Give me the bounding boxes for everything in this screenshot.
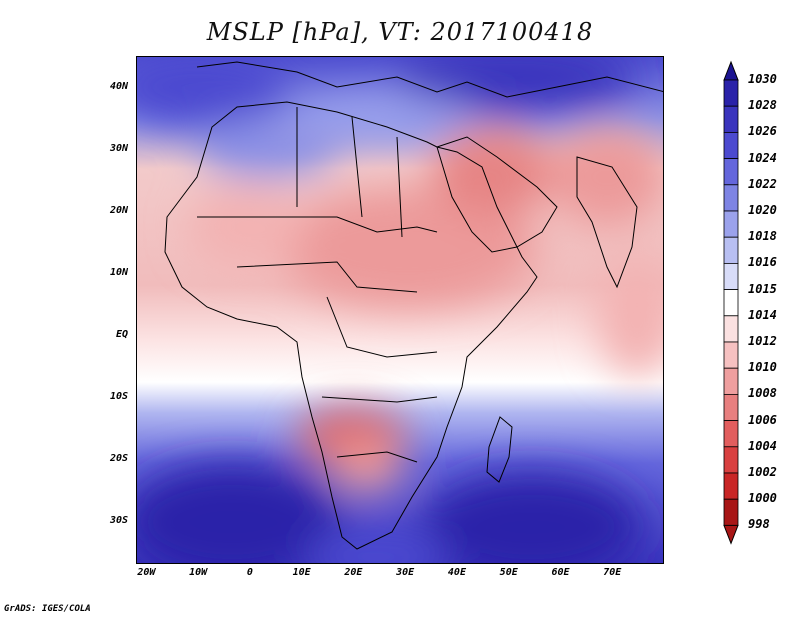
colorbar-segment — [723, 131, 739, 159]
lon-tick-label: 20W — [137, 567, 156, 578]
colorbar-level-label: 1006 — [748, 412, 777, 427]
lon-tick-label: 40E — [447, 567, 466, 578]
colorbar-segment — [723, 472, 739, 500]
colorbar-level-label: 1008 — [748, 386, 777, 401]
lat-tick-label: 10N — [109, 266, 128, 278]
colorbar-level-label: 1012 — [748, 334, 777, 348]
colorbar-segment — [723, 367, 739, 395]
pressure-field-map — [137, 57, 663, 563]
colorbar-segment — [723, 420, 739, 448]
colorbar-level-label: 1016 — [748, 255, 777, 270]
lat-tick-label: 10S — [109, 390, 128, 402]
colorbar-level-label: 1030 — [748, 72, 777, 86]
colorbar-level-label: 1018 — [748, 229, 777, 244]
colorbar-level-label: 1015 — [748, 281, 777, 296]
lat-tick-label: EQ — [115, 328, 128, 340]
colorbar-top-arrow — [723, 60, 739, 81]
colorbar-segment — [723, 446, 739, 474]
colorbar-level-label: 998 — [748, 517, 770, 532]
lon-tick-label: 10E — [292, 567, 311, 578]
lon-tick-label: 10W — [189, 567, 208, 578]
lon-tick-label: 50E — [499, 567, 518, 578]
colorbar-segment — [723, 341, 739, 369]
lat-tick-label: 40N — [109, 80, 128, 92]
colorbar-level-label: 1000 — [748, 491, 777, 506]
lon-tick-label: 20E — [344, 567, 363, 578]
colorbar-segment — [723, 289, 739, 317]
lon-tick-label: 60E — [551, 567, 570, 578]
colorbar-segment — [723, 262, 739, 290]
colorbar-level-label: 1022 — [748, 176, 777, 191]
colorbar-level-label: 1002 — [748, 465, 777, 479]
colorbar-level-label: 1028 — [748, 98, 777, 113]
chart-title: MSLP [hPa], VT: 2017100418 — [206, 18, 594, 46]
field-blobs — [137, 57, 663, 563]
colorbar-segment — [723, 79, 739, 107]
map-panel — [136, 56, 664, 564]
lat-tick-label: 30S — [109, 514, 128, 526]
colorbar-level-label: 1010 — [748, 360, 777, 375]
lat-tick-label: 20N — [109, 204, 128, 216]
colorbar-segment — [723, 393, 739, 421]
colorbar-segment — [723, 105, 739, 133]
colorbar-segment — [723, 498, 739, 526]
colorbar-segment — [723, 315, 739, 343]
colorbar-segment — [723, 236, 739, 264]
lat-tick-label: 20S — [109, 452, 128, 464]
colorbar-bottom-arrow — [723, 524, 739, 545]
lon-tick-label: 0 — [246, 567, 253, 578]
lon-tick-label: 30E — [396, 567, 415, 578]
colorbar-level-label: 1024 — [748, 150, 777, 165]
colorbar-segment — [723, 158, 739, 186]
credit-text: GrADS: IGES/COLA — [4, 604, 91, 614]
colorbar-level-label: 1026 — [748, 124, 777, 139]
lat-tick-label: 30N — [109, 142, 128, 154]
colorbar-level-label: 1004 — [748, 438, 777, 453]
coastlines — [164, 61, 663, 550]
colorbar-level-label: 1020 — [748, 203, 777, 217]
colorbar-segment — [723, 210, 739, 238]
colorbar-level-label: 1014 — [748, 307, 777, 322]
lon-tick-label: 70E — [603, 567, 622, 578]
colorbar-segment — [723, 184, 739, 212]
